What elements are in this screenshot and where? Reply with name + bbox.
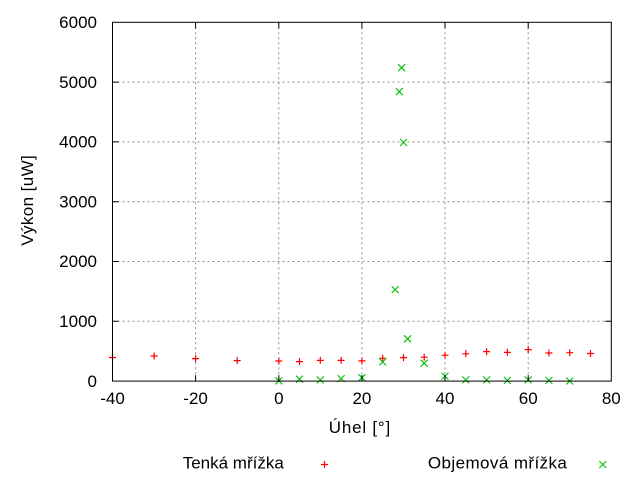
svg-text:40: 40 xyxy=(436,389,455,408)
svg-text:-20: -20 xyxy=(183,389,208,408)
svg-text:80: 80 xyxy=(602,389,621,408)
svg-text:6000: 6000 xyxy=(59,13,97,32)
svg-text:Tenká mřížka: Tenká mřížka xyxy=(183,454,285,473)
svg-text:4000: 4000 xyxy=(59,133,97,152)
svg-text:Výkon [uW]: Výkon [uW] xyxy=(18,155,37,246)
svg-text:1000: 1000 xyxy=(59,312,97,331)
svg-text:-40: -40 xyxy=(100,389,125,408)
svg-text:20: 20 xyxy=(352,389,371,408)
svg-text:Úhel [°]: Úhel [°] xyxy=(329,418,391,437)
svg-text:Objemová mřížka: Objemová mřížka xyxy=(428,454,568,473)
svg-text:5000: 5000 xyxy=(59,73,97,92)
svg-text:0: 0 xyxy=(88,372,97,391)
svg-text:3000: 3000 xyxy=(59,192,97,211)
svg-text:2000: 2000 xyxy=(59,252,97,271)
svg-text:60: 60 xyxy=(519,389,538,408)
svg-text:0: 0 xyxy=(274,389,283,408)
